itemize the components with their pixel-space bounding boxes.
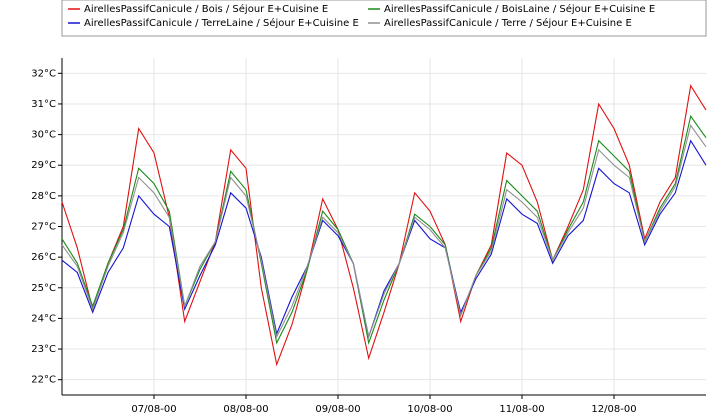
y-tick-label: 23°C bbox=[31, 344, 56, 355]
y-tick-label: 22°C bbox=[31, 375, 56, 386]
x-tick-label: 08/08-00 bbox=[223, 404, 268, 415]
legend-box bbox=[61, 0, 707, 37]
legend-label: AirellesPassifCanicule / Terre / Séjour … bbox=[384, 17, 632, 29]
y-tick-label: 25°C bbox=[31, 283, 56, 294]
y-tick-label: 27°C bbox=[31, 222, 56, 233]
series-line bbox=[61, 139, 707, 339]
series-line bbox=[61, 124, 707, 339]
x-tick-label: 07/08-00 bbox=[131, 404, 176, 415]
x-tick-label: 10/08-00 bbox=[407, 404, 452, 415]
y-tick-label: 31°C bbox=[31, 99, 56, 110]
x-tick-label: 09/08-00 bbox=[315, 404, 360, 415]
y-tick-label: 28°C bbox=[31, 191, 56, 202]
y-tick-label: 24°C bbox=[31, 313, 56, 324]
y-tick-label: 30°C bbox=[31, 130, 56, 141]
legend-label: AirellesPassifCanicule / Bois / Séjour E… bbox=[84, 3, 328, 15]
y-tick-label: 26°C bbox=[31, 252, 56, 263]
legend-label: AirellesPassifCanicule / BoisLaine / Séj… bbox=[384, 3, 655, 15]
x-tick-label: 12/08-00 bbox=[591, 404, 636, 415]
x-tick-label: 11/08-00 bbox=[499, 404, 544, 415]
series-line bbox=[61, 114, 707, 345]
legend-label: AirellesPassifCanicule / TerreLaine / Sé… bbox=[84, 17, 359, 29]
y-tick-label: 32°C bbox=[31, 68, 56, 79]
series-line bbox=[61, 84, 707, 367]
y-tick-label: 29°C bbox=[31, 160, 56, 171]
